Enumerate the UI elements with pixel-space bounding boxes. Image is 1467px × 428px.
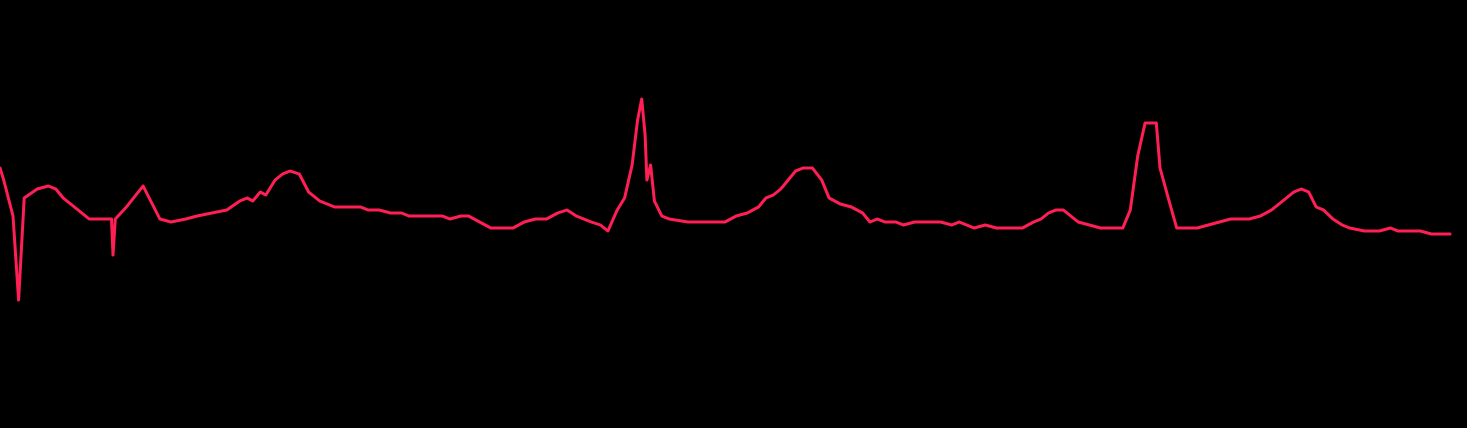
series-line-1 (0, 97, 1452, 302)
plot-area (0, 97, 1452, 302)
